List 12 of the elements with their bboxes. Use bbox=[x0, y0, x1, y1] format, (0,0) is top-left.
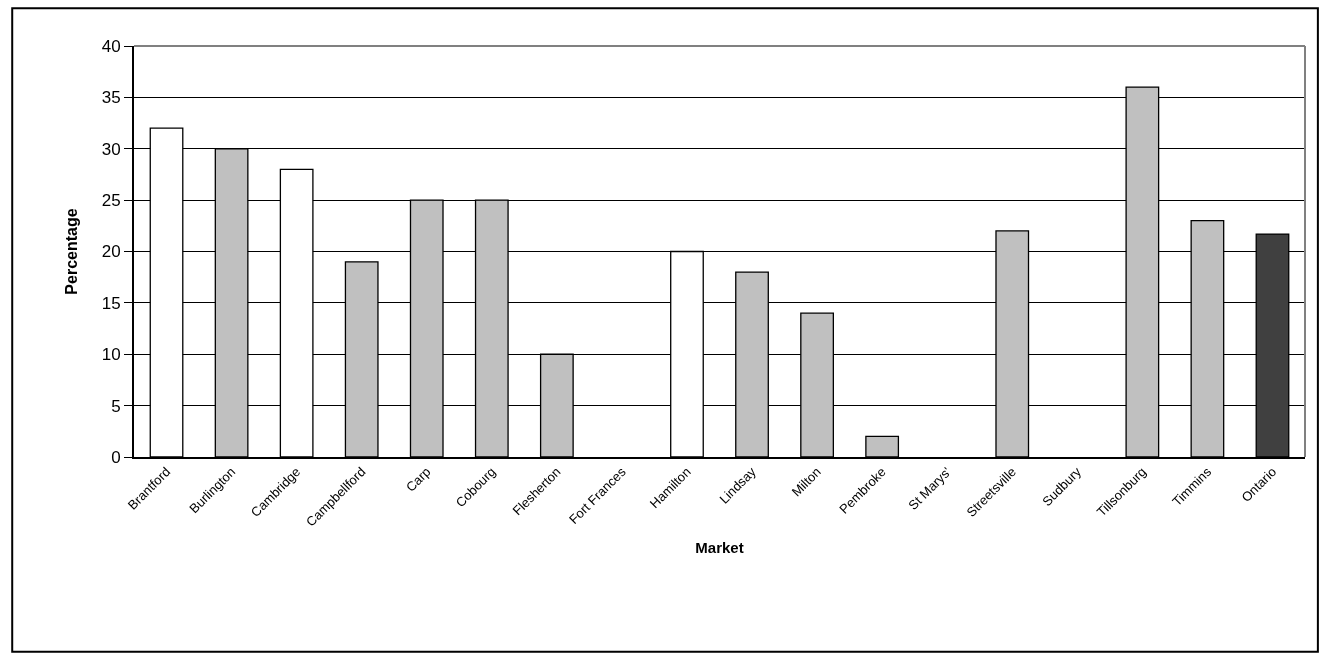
y-tick-label: 25 bbox=[101, 191, 121, 211]
y-tick-label: 30 bbox=[101, 139, 121, 159]
y-tick-label: 20 bbox=[101, 242, 121, 262]
x-tick-label: Carp bbox=[402, 464, 434, 495]
y-tick-label: 40 bbox=[101, 36, 121, 56]
x-axis-title: Market bbox=[695, 539, 744, 556]
y-tick-label: 10 bbox=[101, 345, 121, 365]
y-tick-label: 35 bbox=[101, 88, 121, 108]
y-axis-title: Percentage bbox=[63, 208, 81, 295]
y-tick-label: 5 bbox=[111, 396, 121, 416]
y-tick-label: 0 bbox=[111, 447, 121, 467]
y-tick-label: 15 bbox=[101, 293, 121, 313]
